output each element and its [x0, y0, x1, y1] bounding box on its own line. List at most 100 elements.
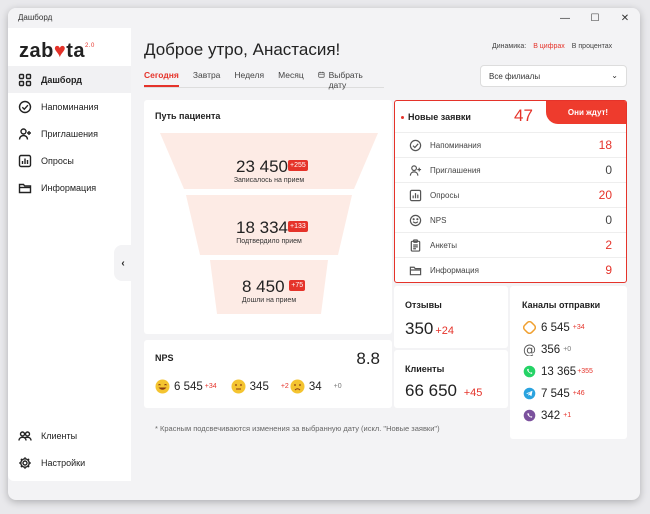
page-title: Доброе утро, Анастасия!: [144, 40, 341, 59]
sidebar-item-invitations[interactable]: Приглашения: [8, 120, 131, 147]
clipboard-icon: [410, 238, 421, 252]
logo: zab♥ta2.0: [19, 40, 95, 62]
tab-today[interactable]: Сегодня: [144, 70, 179, 87]
check-circle-icon: [18, 100, 32, 113]
sidebar-item-label: Настройки: [41, 457, 86, 468]
channel-delta: +34: [572, 324, 585, 331]
clients-value: 66 650 +45: [405, 381, 483, 400]
nps-card: NPS 8.8 6 545 +34 345 +2 34 +0: [144, 340, 392, 408]
funnel-stage-1-delta: +255: [288, 160, 308, 172]
reviews-card: Отзывы 350 +24: [394, 286, 508, 348]
sidebar-item-dashboard[interactable]: Дашборд: [8, 66, 131, 93]
dynamics-numbers-option[interactable]: В цифрах: [533, 43, 565, 50]
funnel-stage-2-delta: +133: [288, 221, 308, 233]
sidebar-item-clients[interactable]: Клиенты: [8, 422, 131, 449]
new-requests-title: Новые заявки: [408, 112, 471, 122]
smile-icon: [409, 214, 422, 226]
chart-icon: [18, 154, 32, 167]
new-row-value: 20: [598, 188, 612, 202]
tab-week[interactable]: Неделя: [234, 70, 265, 80]
window-title: Дашборд: [18, 13, 53, 22]
calendar-icon: [318, 71, 325, 78]
sidebar-item-reminders[interactable]: Напоминания: [8, 93, 131, 120]
branch-select[interactable]: Все филиалы ⌄: [480, 65, 627, 87]
channel-row-telegram: 7 545 +46: [523, 387, 585, 400]
new-row-label: Приглашения: [430, 165, 481, 175]
funnel-stage-2-label: Подтвердило прием: [236, 238, 302, 245]
new-row-reminders[interactable]: Напоминания 18: [395, 132, 626, 157]
tab-tomorrow[interactable]: Завтра: [192, 70, 221, 80]
new-row-value: 9: [605, 263, 612, 277]
tab-month[interactable]: Месяц: [278, 70, 304, 80]
neutral-face-icon: [231, 379, 246, 394]
sidebar-item-settings[interactable]: Настройки: [8, 449, 131, 476]
close-button[interactable]: ✕: [620, 12, 630, 24]
grid-icon: [18, 73, 32, 86]
nps-detractors-delta: +0: [333, 383, 342, 390]
add-user-icon: [409, 164, 422, 176]
gear-icon: [19, 456, 31, 469]
email-icon: @: [523, 343, 536, 356]
sidebar-item-label: Опросы: [41, 155, 74, 166]
telegram-icon: [523, 387, 536, 400]
tab-pick-date[interactable]: Выбрать дату: [318, 70, 370, 90]
minimize-button[interactable]: —: [560, 12, 570, 24]
dynamics-label: Динамика:: [492, 43, 527, 50]
main-nav: Дашборд Напоминания Приглашения Опросы И…: [8, 66, 131, 201]
new-row-invitations[interactable]: Приглашения 0: [395, 157, 626, 182]
new-row-value: 0: [605, 163, 612, 177]
sidebar-item-label: Приглашения: [41, 128, 98, 139]
clients-delta: +45: [463, 387, 483, 399]
nps-neutrals-delta: +2: [280, 383, 289, 390]
channels-card: Каналы отправки 6 545 +34 @ 356 +0 13 365 +…: [510, 286, 627, 439]
new-row-label: Анкеты: [430, 240, 457, 250]
bottom-nav: Клиенты Настройки: [8, 422, 131, 476]
period-tabs: Сегодня Завтра Неделя Месяц Выбрать дату: [144, 70, 384, 90]
sidebar-item-label: Клиенты: [41, 430, 78, 441]
new-row-label: Напоминания: [430, 140, 482, 150]
sidebar-item-surveys[interactable]: Опросы: [8, 147, 131, 174]
collapse-sidebar-button[interactable]: ‹: [114, 245, 132, 281]
dynamics-percent-option[interactable]: В процентах: [571, 43, 613, 50]
nps-neutrals-value: 345: [249, 380, 269, 393]
channel-delta: +0: [563, 346, 572, 353]
patient-journey-title: Путь пациента: [155, 111, 221, 121]
nps-promoters-value: 6 545: [174, 380, 203, 393]
add-user-icon: [18, 127, 31, 140]
nps-title: NPS: [155, 353, 174, 363]
new-row-forms[interactable]: Анкеты 2: [395, 232, 626, 257]
maximize-button[interactable]: ☐: [590, 12, 600, 24]
sms-icon: [523, 321, 536, 334]
new-row-surveys[interactable]: Опросы 20: [395, 182, 626, 207]
sad-face-icon: [290, 379, 305, 394]
title-bar: Дашборд — ☐ ✕: [8, 8, 640, 28]
clients-card: Клиенты 66 650 +45: [394, 350, 508, 408]
reviews-value: 350 +24: [405, 319, 455, 338]
whatsapp-icon: [523, 365, 536, 378]
new-row-label: NPS: [430, 215, 447, 225]
waiting-banner[interactable]: Они ждут!: [546, 101, 626, 124]
new-requests-card: Новые заявки 47 Они ждут! Напоминания 18…: [394, 100, 627, 283]
channel-delta: +1: [563, 412, 572, 419]
funnel-layer-3: [210, 260, 328, 314]
reviews-delta: +24: [435, 325, 455, 337]
new-row-information[interactable]: Информация 9: [395, 257, 626, 282]
footnote: * Красным подсвечиваются изменения за вы…: [155, 424, 440, 433]
nps-score: 8.8: [356, 349, 380, 368]
funnel-stage-1-label: Записалось на прием: [233, 177, 305, 184]
nps-detractors-value: 34: [308, 380, 322, 393]
dynamics-toggle: Динамика: В цифрах В процентах: [492, 43, 612, 50]
funnel-shape: [160, 133, 378, 314]
new-row-value: 0: [605, 213, 612, 227]
patient-journey-card: Путь пациента 23 450 +255 Записалось на п…: [144, 100, 392, 334]
funnel-stage-3-delta: +75: [289, 280, 306, 292]
heart-icon: ♥: [53, 40, 67, 62]
reviews-title: Отзывы: [405, 300, 442, 310]
svg-text:@: @: [523, 343, 536, 356]
channel-row-viber: 342 +1: [523, 409, 571, 422]
folder-icon: [18, 183, 32, 193]
new-row-nps[interactable]: NPS 0: [395, 207, 626, 232]
channel-delta: +46: [572, 390, 585, 397]
sidebar-item-information[interactable]: Информация: [8, 174, 131, 201]
viber-icon: [523, 409, 536, 422]
